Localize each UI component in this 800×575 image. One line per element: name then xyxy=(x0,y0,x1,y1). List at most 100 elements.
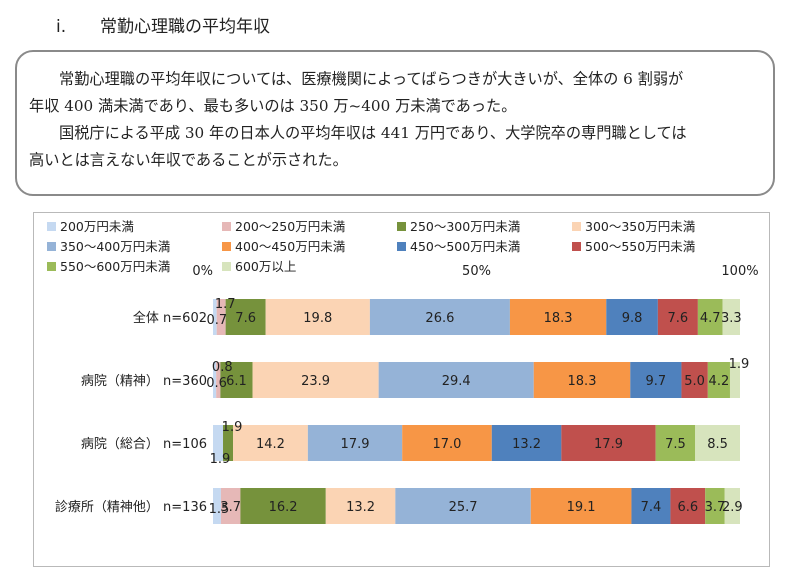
legend-swatch-5 xyxy=(222,242,231,251)
bar-segment-1-3 xyxy=(252,362,379,398)
data-label-3-4: 25.7 xyxy=(449,500,478,515)
data-label-3-7: 6.6 xyxy=(677,500,698,515)
data-label-3-9: 2.9 xyxy=(722,500,743,515)
data-label-2-0: 1.9 xyxy=(210,452,231,467)
summary-line-3: 国税庁による平成 30 年の日本人の平均年収は 441 万円であり、大学院卒の専… xyxy=(59,124,687,142)
bar-segment-3-5 xyxy=(530,488,632,524)
data-label-1-7: 5.0 xyxy=(684,374,705,389)
bar-segment-0-8 xyxy=(697,299,723,335)
data-label-2-6: 13.2 xyxy=(512,437,541,452)
salary-distribution-chart: 200万円未満 200～250万円未満 250～300万円未満 300～350万円未満… xyxy=(47,219,759,524)
data-label-1-6: 9.7 xyxy=(646,374,667,389)
data-label-3-1: 3.7 xyxy=(220,500,241,515)
bar-segment-0-5 xyxy=(509,299,607,335)
axis-tick-0: 0% xyxy=(192,264,213,279)
data-label-2-8: 7.5 xyxy=(665,437,686,452)
legend-swatch-1 xyxy=(222,222,231,231)
bar-segment-1-7 xyxy=(681,362,708,398)
legend-swatch-2 xyxy=(397,222,406,231)
bar-segment-0-1 xyxy=(216,299,226,335)
data-label-3-5: 19.1 xyxy=(567,500,596,515)
data-label-1-9: 1.9 xyxy=(729,357,750,372)
bar-segment-3-1 xyxy=(220,488,241,524)
data-label-3-8: 3.7 xyxy=(705,500,726,515)
summary-line-1: 常勤心理職の平均年収については、医療機関によってばらつきが大きいが、全体の 6 … xyxy=(59,70,684,88)
bar-segment-1-1 xyxy=(216,362,221,398)
category-label-3: 診療所（精神他） n=136 xyxy=(55,499,207,515)
summary-line-4: 高いとは言えない年収であることが示された。 xyxy=(29,151,348,169)
bar-segment-2-2 xyxy=(223,425,234,461)
data-label-0-3: 19.8 xyxy=(303,311,332,326)
section-title: 常勤心理職の平均年収 xyxy=(100,17,270,37)
section-heading: i. 常勤心理職の平均年収 xyxy=(56,12,270,37)
bar-segment-0-9 xyxy=(722,299,740,335)
legend-label-9: 600万以上 xyxy=(235,259,296,274)
data-label-0-7: 7.6 xyxy=(668,311,689,326)
legend-label-4: 350～400万円未満 xyxy=(60,239,170,254)
bar-segment-3-3 xyxy=(325,488,396,524)
bar-segment-2-8 xyxy=(655,425,696,461)
bar-segment-2-5 xyxy=(402,425,492,461)
data-label-2-4: 17.9 xyxy=(341,437,370,452)
summary-line-2: 年収 400 満未満であり、最も多いのは 350 万~400 万未満であった。 xyxy=(29,97,517,115)
bar-segment-0-7 xyxy=(657,299,698,335)
data-label-0-9: 3.3 xyxy=(721,311,742,326)
bar-segment-1-4 xyxy=(378,362,534,398)
axis-tick-2: 100% xyxy=(721,264,758,279)
category-label-1: 病院（精神） n=360 xyxy=(81,374,207,389)
bar-segment-3-4 xyxy=(395,488,531,524)
data-label-1-2: 6.1 xyxy=(226,374,247,389)
data-label-3-3: 13.2 xyxy=(346,500,375,515)
data-label-1-8: 4.2 xyxy=(709,374,730,389)
bar-segment-1-5 xyxy=(533,362,631,398)
data-label-2-2: 1.9 xyxy=(222,420,243,435)
data-label-2-3: 14.2 xyxy=(256,437,285,452)
legend-label-3: 300～350万円未満 xyxy=(585,219,695,234)
bar-segment-0-3 xyxy=(265,299,370,335)
legend-label-0: 200万円未満 xyxy=(60,219,134,234)
legend-label-7: 500～550万円未満 xyxy=(585,239,695,254)
bar-segment-1-0 xyxy=(213,362,217,398)
data-label-1-5: 18.3 xyxy=(568,374,597,389)
legend-label-6: 450～500万円未満 xyxy=(410,239,520,254)
bar-segment-0-0 xyxy=(213,299,217,335)
bar-segment-3-7 xyxy=(670,488,706,524)
data-label-2-9: 8.5 xyxy=(707,437,728,452)
bar-segment-2-7 xyxy=(561,425,656,461)
legend-label-2: 250～300万円未満 xyxy=(410,219,520,234)
data-label-2-5: 17.0 xyxy=(433,437,462,452)
legend-swatch-3 xyxy=(572,222,581,231)
legend-swatch-8 xyxy=(47,262,56,271)
bar-segment-2-3 xyxy=(233,425,308,461)
data-label-1-0: 0.6 xyxy=(206,376,227,391)
legend-label-1: 200～250万円未満 xyxy=(235,219,345,234)
data-label-0-1: 1.7 xyxy=(215,297,236,312)
bar-segment-3-6 xyxy=(631,488,671,524)
bar-segment-1-2 xyxy=(220,362,253,398)
data-label-0-5: 18.3 xyxy=(544,311,573,326)
summary-box: 常勤心理職の平均年収については、医療機関によってばらつきが大きいが、全体の 6 … xyxy=(15,50,775,196)
data-label-0-4: 26.6 xyxy=(425,311,454,326)
bar-segment-3-8 xyxy=(705,488,725,524)
bar-segment-0-6 xyxy=(606,299,658,335)
legend-swatch-0 xyxy=(47,222,56,231)
bar-segment-2-4 xyxy=(307,425,403,461)
legend-swatch-9 xyxy=(222,262,231,271)
axis-tick-1: 50% xyxy=(462,264,491,279)
data-label-3-6: 7.4 xyxy=(641,500,662,515)
legend-label-5: 400～450万円未満 xyxy=(235,239,345,254)
bar-segment-3-9 xyxy=(724,488,740,524)
bar-segment-1-6 xyxy=(630,362,682,398)
bar-segment-2-6 xyxy=(491,425,562,461)
bar-segment-3-2 xyxy=(240,488,326,524)
bar-segment-1-8 xyxy=(707,362,730,398)
data-label-1-3: 23.9 xyxy=(301,374,330,389)
legend-swatch-6 xyxy=(397,242,406,251)
data-label-1-4: 29.4 xyxy=(442,374,471,389)
category-label-0: 全体 n=602 xyxy=(133,310,207,326)
data-label-0-2: 7.6 xyxy=(235,311,256,326)
data-label-2-7: 17.9 xyxy=(594,437,623,452)
bar-segment-2-9 xyxy=(695,425,740,461)
chart-frame: 200万円未満 200～250万円未満 250～300万円未満 300～350万円未満… xyxy=(33,212,770,567)
legend-label-8: 550～600万円未満 xyxy=(60,259,170,274)
